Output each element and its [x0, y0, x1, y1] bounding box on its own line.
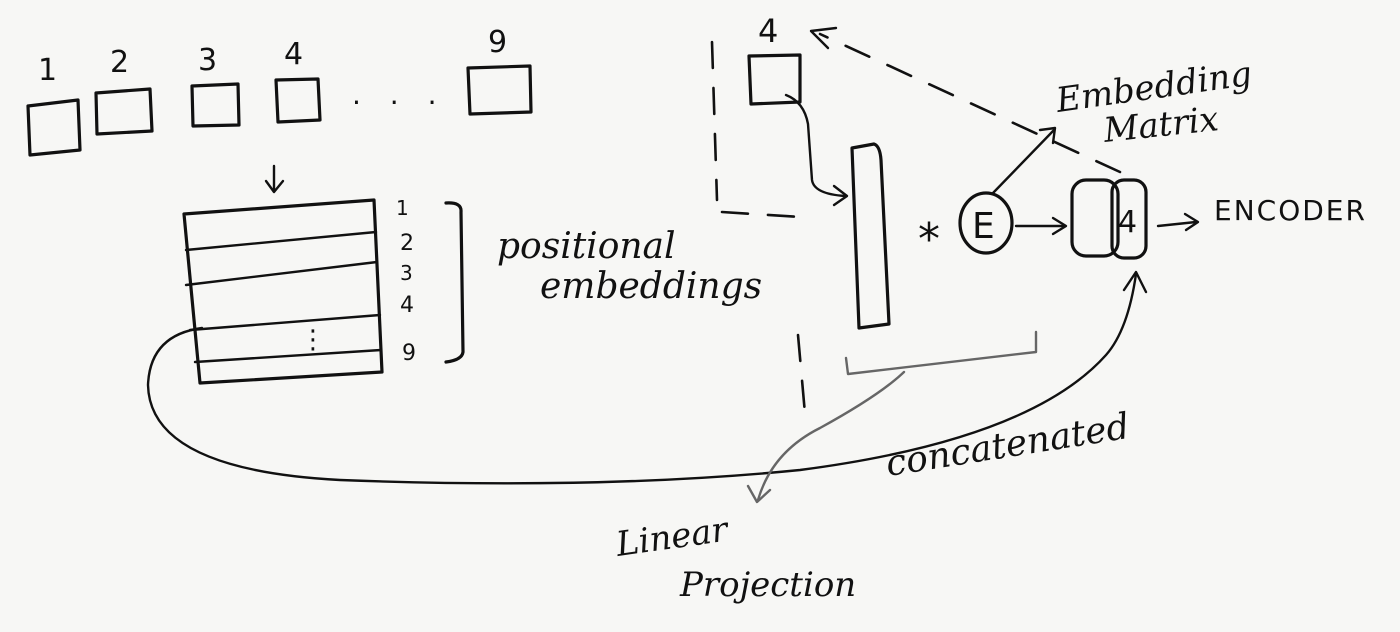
table-frame — [182, 198, 384, 385]
positional-embedding-table: 1 2 3 4 9 ⋮ — [182, 196, 465, 385]
patch-box-2 — [94, 87, 154, 136]
concatenation-curve — [146, 272, 1138, 485]
dashed-divider-vertical-upper — [710, 40, 719, 202]
flatten-arrow-head-icon — [832, 184, 849, 207]
embedding-letter: E — [972, 206, 995, 247]
positional-embeddings-label-line2: embeddings — [540, 266, 762, 307]
table-bracket — [444, 201, 465, 364]
patch-box-4 — [274, 77, 322, 124]
dashed-arrow-to-patch — [818, 32, 1122, 174]
multiply-symbol: * — [918, 214, 940, 265]
dashed-divider-horizontal — [720, 210, 802, 219]
embedding-matrix-node — [958, 191, 1014, 255]
table-row-number: 2 — [400, 231, 414, 256]
patch-number-9: 9 — [488, 25, 507, 60]
table-row-line — [184, 260, 379, 287]
table-row-line — [188, 313, 382, 332]
linear-projection-label-line1: Linear — [613, 509, 732, 565]
patch-number-1: 1 — [38, 53, 57, 88]
patch-box-9 — [466, 64, 533, 116]
arrow-head-icon — [1038, 126, 1057, 145]
concatenated-label: concatenated — [883, 406, 1132, 485]
dashed-divider-vertical-lower — [796, 333, 808, 427]
encoder-label: ENCODER — [1214, 194, 1367, 227]
arrow-head-icon — [1051, 216, 1068, 236]
arrow-head-icon — [809, 26, 838, 50]
patch-token — [1110, 178, 1148, 260]
table-row-line — [193, 348, 383, 364]
flattened-patch-vector — [850, 142, 891, 330]
linear-projection-label-line2: Projection — [679, 565, 856, 605]
table-row-number: 1 — [396, 196, 409, 220]
class-token — [1070, 178, 1120, 258]
table-ellipsis: ⋮ — [300, 325, 326, 355]
patch-number-2: 2 — [110, 45, 129, 80]
arrow-head-icon — [1183, 212, 1200, 232]
patch-number-4: 4 — [284, 37, 303, 72]
patch-box-1 — [26, 98, 82, 157]
table-row-number: 9 — [402, 341, 416, 366]
table-row-number: 3 — [400, 261, 413, 285]
linear-projection-curve — [756, 370, 906, 502]
flatten-arrow — [784, 93, 847, 198]
arrow-head-icon — [746, 484, 772, 504]
patch-ellipsis: . . . — [352, 78, 447, 111]
table-row-line — [184, 230, 378, 252]
arrow-head-icon — [1122, 270, 1148, 294]
down-arrow-icon — [264, 164, 285, 194]
projection-bracket — [844, 330, 1038, 376]
patch-row: 1 2 3 4 9 . . . — [26, 25, 533, 194]
patch-number-3: 3 — [198, 43, 217, 78]
patch-token-number: 4 — [1118, 205, 1137, 240]
arrow-to-encoder — [1156, 220, 1198, 228]
patch-box-3 — [190, 82, 241, 128]
selected-patch-number: 4 — [758, 12, 778, 50]
selected-patch-box — [747, 53, 802, 106]
table-row-number: 4 — [400, 293, 414, 318]
positional-embeddings-label-line1: positional — [497, 226, 676, 267]
arrow-to-embedding-matrix-label — [991, 128, 1056, 195]
